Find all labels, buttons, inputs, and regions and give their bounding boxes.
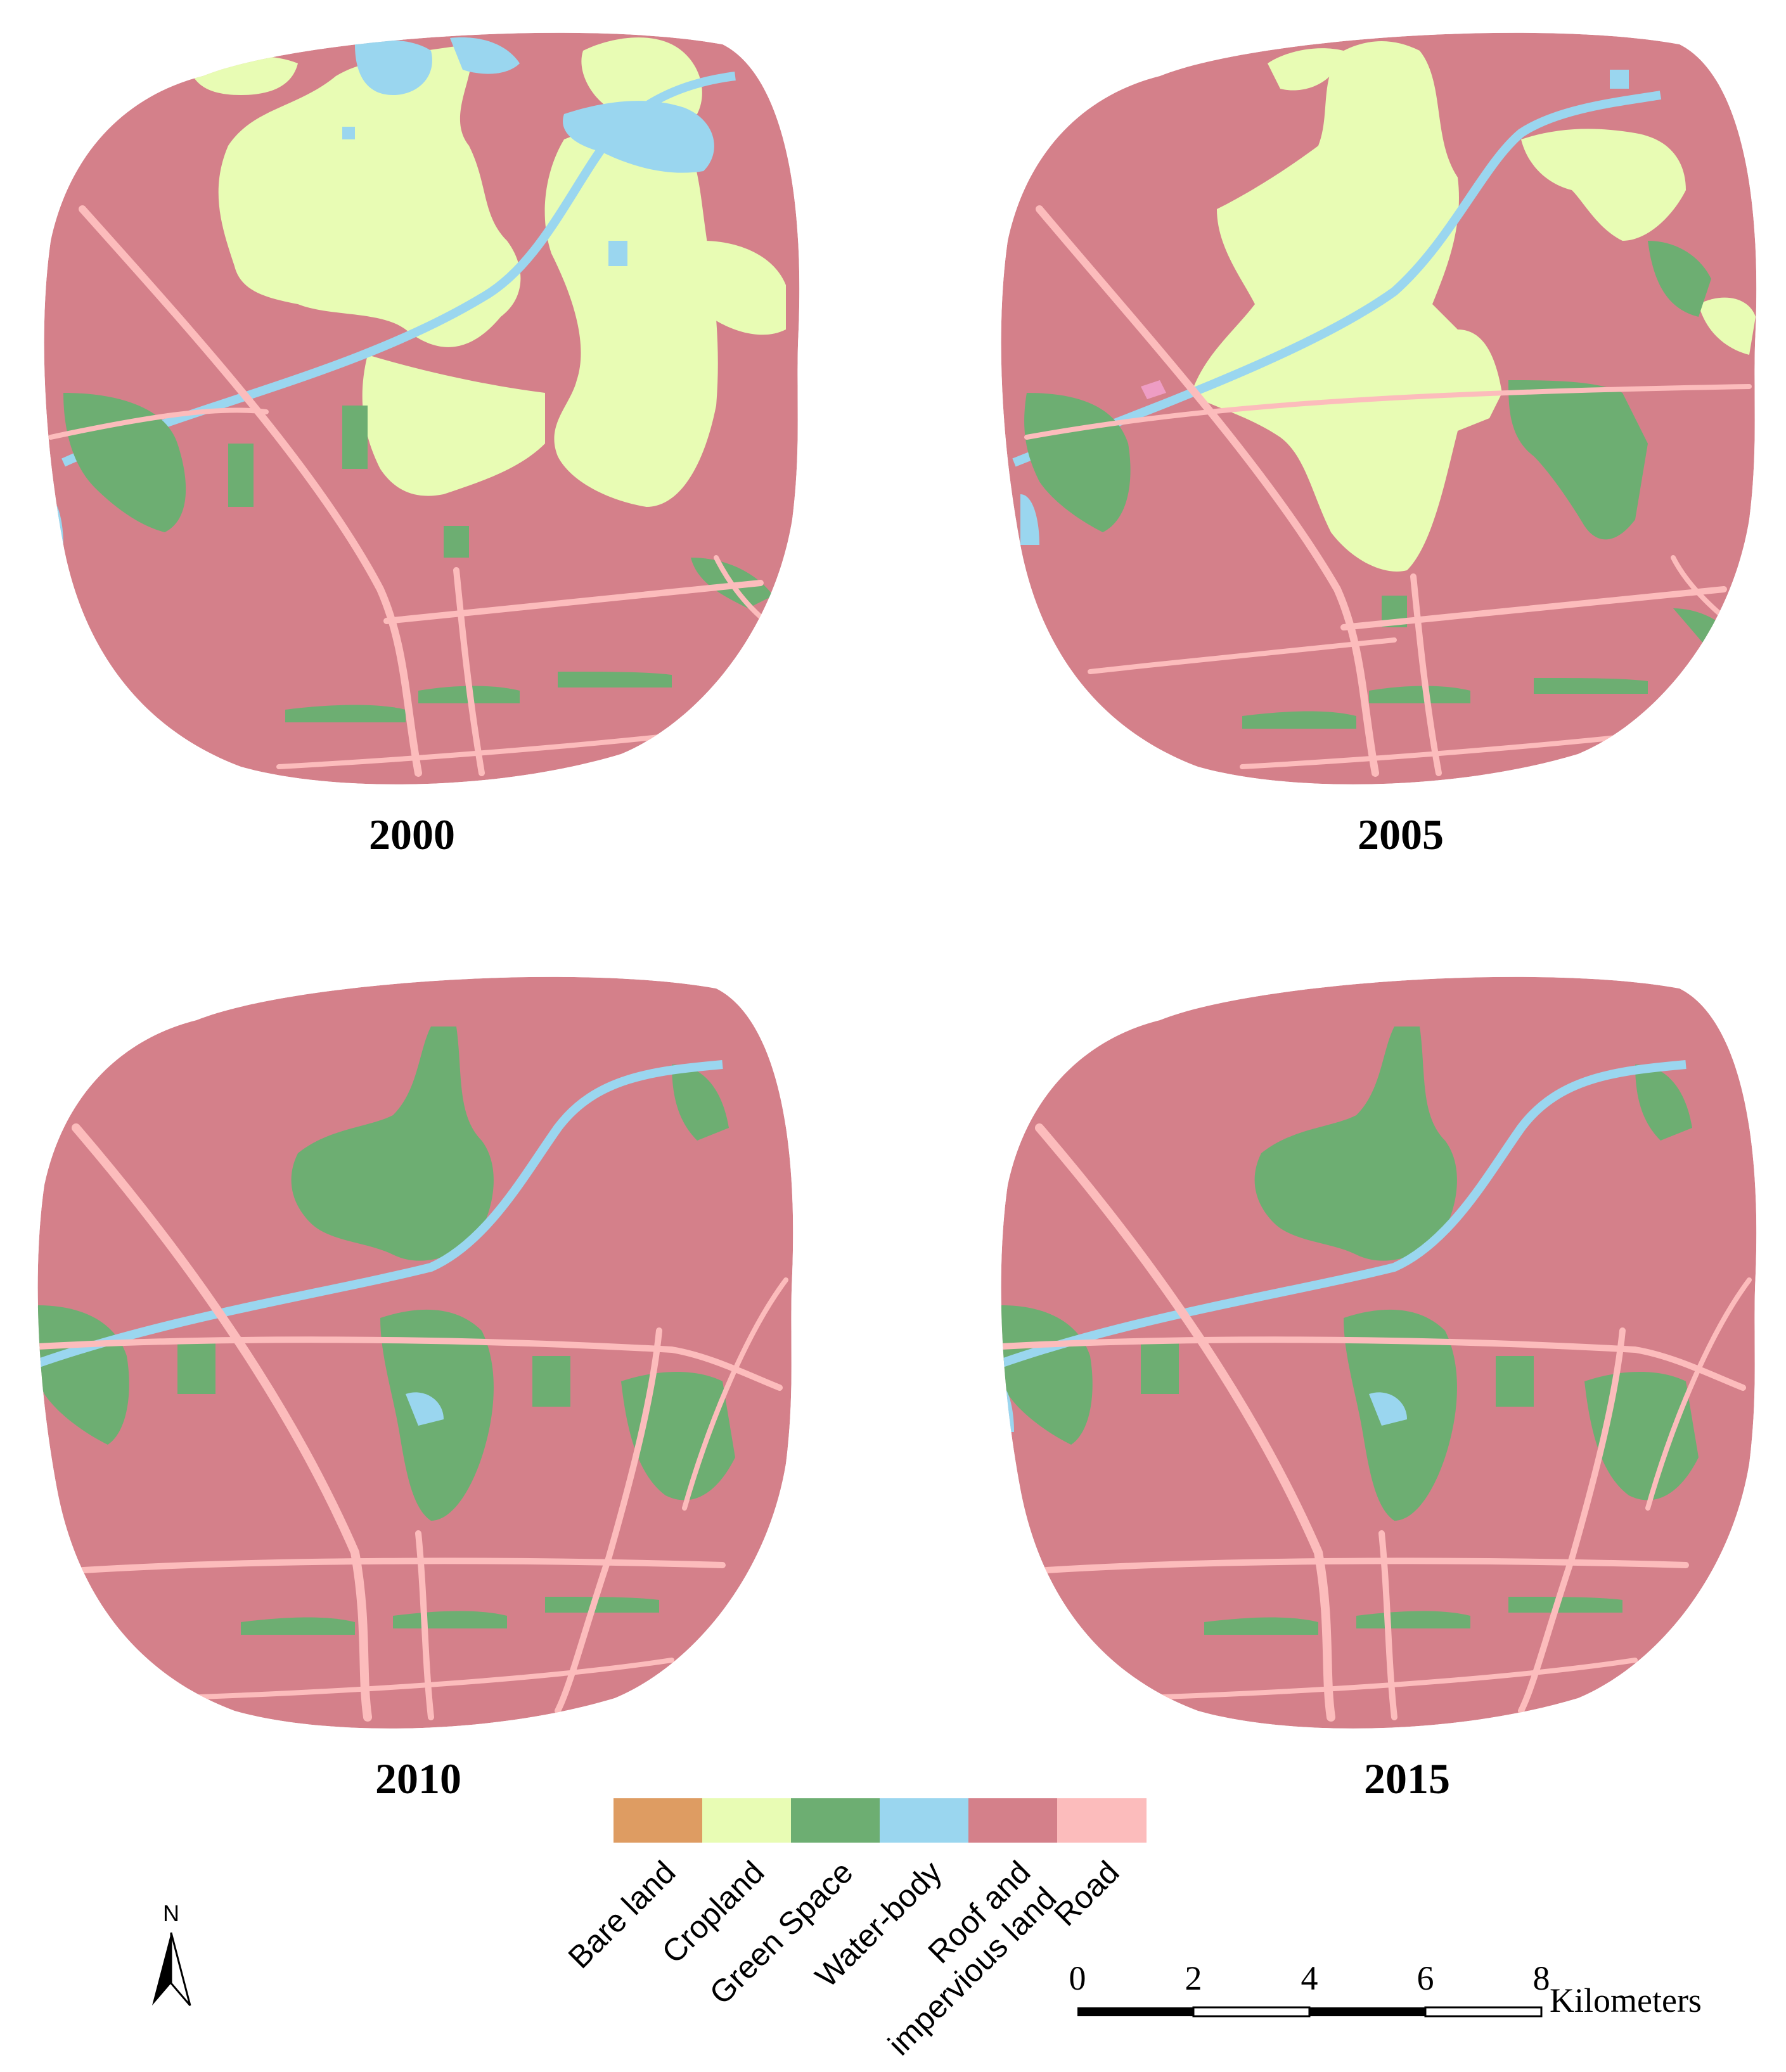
water-areas — [44, 37, 714, 545]
river — [1012, 91, 1662, 467]
scale-tick-0: 0 — [1069, 1959, 1086, 1997]
year-label-2005: 2005 — [1358, 810, 1444, 859]
scale-tick-4: 4 — [1301, 1959, 1318, 1997]
cropland-areas — [1192, 41, 1756, 572]
map-2010 — [37, 976, 793, 1729]
river — [1001, 1060, 1686, 1370]
legend-swatch-2 — [791, 1798, 880, 1843]
scale-segment-4 — [1424, 2006, 1543, 2018]
legend-swatch-0 — [614, 1798, 703, 1843]
scale-tick-8: 8 — [1533, 1959, 1550, 1997]
scale-tick-2: 2 — [1185, 1959, 1202, 1997]
legend-label-0: Bare land — [562, 1854, 683, 1975]
green-space — [1024, 241, 1737, 729]
year-label-2000: 2000 — [369, 810, 455, 859]
map-2005 — [1001, 32, 1757, 784]
legend-swatch-4 — [968, 1798, 1058, 1843]
other-patch — [1141, 380, 1166, 399]
legend-label-4: Roof andimpervious land — [855, 1854, 1063, 2062]
river — [61, 72, 736, 467]
scale-bar: 0 2 4 6 8 Kilometers — [1069, 1959, 1702, 2019]
river — [37, 1060, 723, 1370]
scale-segment-3 — [1309, 2007, 1425, 2016]
legend-swatch-1 — [702, 1798, 792, 1843]
water-areas — [1020, 70, 1629, 545]
green-space — [37, 1026, 735, 1635]
scale-unit: Kilometers — [1550, 1981, 1702, 2019]
roads — [1024, 205, 1752, 777]
roads — [37, 1123, 788, 1722]
north-arrow: N — [152, 1900, 191, 2006]
scale-segment-2 — [1192, 2006, 1311, 2018]
scale-tick-6: 6 — [1417, 1959, 1434, 1997]
north-arrow-left-half — [152, 1933, 171, 2005]
north-arrow-right-half — [170, 1932, 191, 2006]
roads — [1001, 1123, 1752, 1722]
year-label-2015: 2015 — [1364, 1755, 1450, 1803]
legend-swatch-3 — [880, 1798, 969, 1843]
scale-segment-1 — [1077, 2007, 1193, 2016]
year-label-2010: 2010 — [375, 1755, 461, 1803]
green-space — [63, 393, 773, 722]
cropland-areas — [190, 37, 786, 507]
north-label: N — [163, 1900, 179, 1926]
legend-label-5: Road — [1047, 1854, 1126, 1933]
legend-swatch-5 — [1057, 1798, 1147, 1843]
map-2000 — [44, 32, 800, 784]
map-2015 — [1001, 976, 1757, 1729]
